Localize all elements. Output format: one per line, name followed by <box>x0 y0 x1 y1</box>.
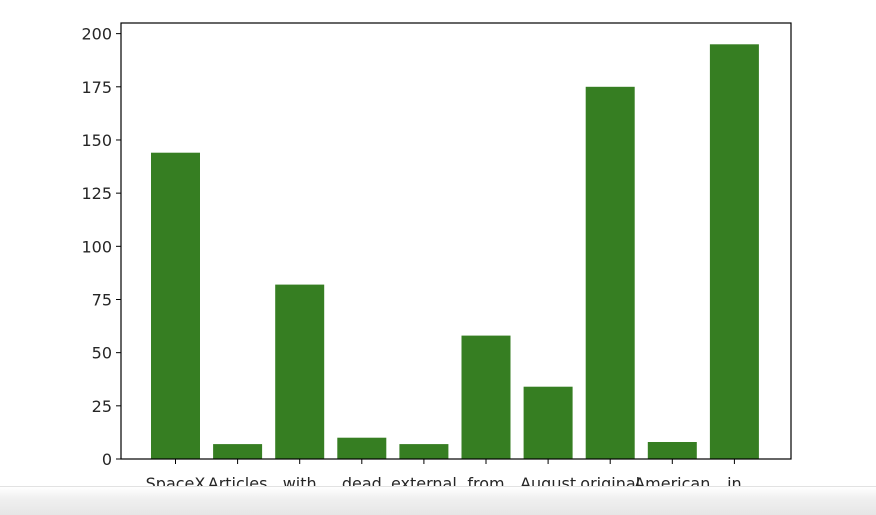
bar-american <box>647 442 697 459</box>
y-tick-label: 150 <box>81 131 112 150</box>
window-bottom-edge <box>0 486 876 515</box>
x-tick-label: dead <box>342 474 382 486</box>
bar-august <box>523 386 573 459</box>
x-tick-label: external <box>391 474 457 486</box>
y-tick-label: 0 <box>102 450 112 469</box>
y-tick-label: 75 <box>92 290 112 309</box>
bars-group <box>151 44 759 460</box>
bar-from <box>461 335 511 459</box>
x-tick-label: with <box>283 474 317 486</box>
x-axis-ticks: SpaceX Articles with dead external from August… <box>146 459 742 486</box>
y-tick-label: 125 <box>81 184 112 203</box>
y-tick-label: 100 <box>81 237 112 256</box>
x-tick-label: from <box>467 474 504 486</box>
x-tick-label: original <box>580 474 640 486</box>
y-tick-label: 200 <box>81 25 112 44</box>
y-tick-label: 175 <box>81 78 112 97</box>
x-tick-label: August <box>520 474 576 486</box>
x-tick-label: American <box>634 474 710 486</box>
bar-with <box>275 284 325 459</box>
y-tick-label: 25 <box>92 397 112 416</box>
bar-articles <box>213 444 263 459</box>
x-tick-label: Articles <box>208 474 268 486</box>
axes-frame <box>120 22 792 460</box>
bar-external <box>399 444 449 459</box>
bar-in <box>709 44 759 460</box>
x-tick-label: in <box>727 474 742 486</box>
bar-original <box>585 86 635 460</box>
bar-spacex <box>151 152 200 459</box>
bar-chart: 0 25 50 75 100 125 150 175 200 SpaceX Articles wit… <box>81 22 792 486</box>
y-axis-ticks: 0 25 50 75 100 125 150 175 200 <box>81 25 121 469</box>
bar-dead <box>337 437 387 459</box>
x-tick-label: SpaceX <box>146 474 206 486</box>
y-tick-label: 50 <box>92 344 112 363</box>
